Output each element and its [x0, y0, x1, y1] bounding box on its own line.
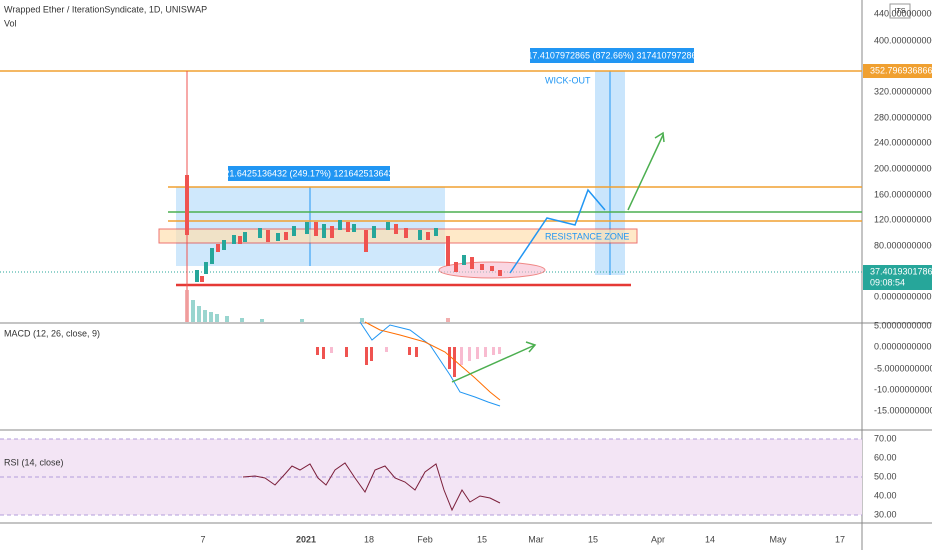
- trend-arrow: [451, 344, 536, 383]
- rsi-label: 40.00: [874, 490, 897, 500]
- rsi-label: 70.00: [874, 433, 897, 443]
- line-label: 352.7969368669: [870, 65, 932, 75]
- price-label-box: [863, 265, 932, 290]
- badge-box[interactable]: [889, 3, 911, 19]
- time-label: Mar: [528, 534, 544, 544]
- price-label: 0.0000000000: [874, 291, 932, 301]
- rsi-label: 30.00: [874, 509, 897, 519]
- macd-label: -15.0000000000: [874, 405, 932, 415]
- time-label: 15: [588, 534, 598, 544]
- macd-label: 5.0000000000: [874, 320, 932, 330]
- time-label: May: [769, 534, 787, 544]
- measure-label-box: [530, 48, 694, 63]
- macd-label: -10.0000000000: [874, 384, 932, 394]
- macd-label: 0.0000000000: [874, 341, 932, 351]
- candles-up: [195, 220, 466, 282]
- macd-label: -5.0000000000: [874, 363, 932, 373]
- candle: [185, 175, 189, 235]
- annotation: WICK-OUT: [545, 75, 591, 85]
- current-price: 37.4019301786: [870, 266, 932, 276]
- macd-title: MACD (12, 26, close, 9): [4, 328, 100, 338]
- volume-label: Vol: [4, 18, 17, 28]
- price-label: 320.0000000000: [874, 86, 932, 96]
- measure-label-box: [228, 166, 390, 181]
- time-label: 7: [200, 534, 205, 544]
- rsi-label: 60.00: [874, 452, 897, 462]
- arrow-head: [654, 131, 665, 143]
- rsi-title: RSI (14, close): [4, 457, 64, 467]
- countdown: 09:08:54: [870, 277, 905, 287]
- price-label: 280.0000000000: [874, 112, 932, 122]
- time-label: Apr: [651, 534, 665, 544]
- time-label: 18: [364, 534, 374, 544]
- macd-line: [359, 321, 501, 407]
- macd-histogram-light: [330, 347, 501, 365]
- price-label: 80.0000000000: [874, 240, 932, 250]
- price-label: 240.0000000000: [874, 137, 932, 147]
- time-label: Feb: [417, 534, 433, 544]
- measure-label: 121.6425136432 (249.17%) 1216425136432: [219, 168, 398, 178]
- time-label: 14: [705, 534, 715, 544]
- time-label: 2021: [296, 534, 316, 544]
- price-label: 160.0000000000: [874, 189, 932, 199]
- projection-path: [509, 188, 606, 274]
- price-label: 120.0000000000: [874, 214, 932, 224]
- chart-title: Wrapped Ether / IterationSyndicate, 1D, …: [4, 4, 207, 14]
- signal-line: [364, 321, 501, 401]
- price-label: 200.0000000000: [874, 163, 932, 173]
- line-label-box: [863, 64, 932, 78]
- price-label: 440.0000000000: [874, 8, 932, 18]
- annotation: RESISTANCE ZONE: [545, 231, 629, 241]
- candles-down: [200, 222, 502, 282]
- measure-label: 317.4107972865 (872.66%) 3174107972865: [522, 50, 701, 60]
- time-label: 17: [835, 534, 845, 544]
- price-label: 400.0000000000: [874, 35, 932, 45]
- projection-arrow: [627, 134, 664, 211]
- badge[interactable]: ITS: [895, 8, 906, 15]
- macd-histogram: [316, 347, 456, 377]
- arrow-head: [525, 341, 537, 353]
- volume-bars: [185, 290, 450, 322]
- rsi-line: [242, 462, 501, 512]
- time-label: 15: [477, 534, 487, 544]
- rsi-label: 50.00: [874, 471, 897, 481]
